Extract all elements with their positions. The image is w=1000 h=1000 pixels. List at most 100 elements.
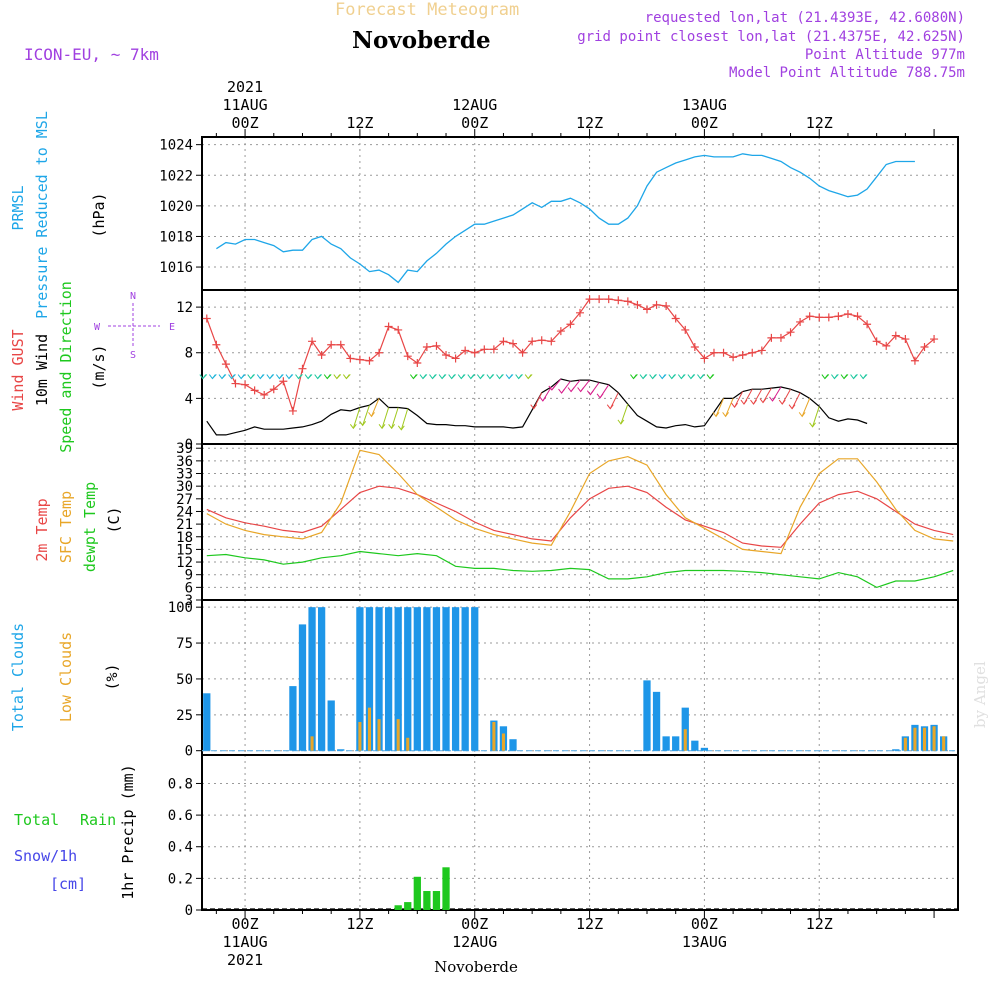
gust-point bbox=[365, 356, 374, 365]
y-tick-label: 24 bbox=[176, 504, 193, 520]
gust-point bbox=[413, 359, 422, 368]
y-tick-label: 9 bbox=[185, 568, 193, 584]
y-tick-label: 1016 bbox=[159, 260, 193, 276]
rain-bar bbox=[432, 891, 441, 910]
total-cloud-bar bbox=[356, 607, 364, 751]
total-cloud-bar bbox=[432, 607, 441, 751]
total-cloud-bar bbox=[317, 607, 326, 751]
wind-arrow-head bbox=[840, 374, 848, 380]
wind-arrow-head bbox=[558, 388, 565, 394]
gust-line bbox=[206, 298, 935, 414]
gust-point bbox=[757, 346, 766, 355]
temp-2m-line bbox=[206, 485, 954, 548]
wind-arrow-head bbox=[778, 399, 786, 405]
wind-arrow-head bbox=[530, 404, 538, 410]
gust-point bbox=[834, 312, 843, 321]
temp-label-2m: 2m Temp bbox=[33, 498, 51, 561]
gust-point bbox=[298, 364, 307, 373]
wind-arrow-head bbox=[359, 421, 367, 427]
temp-label-dewpt: dewpt Temp bbox=[81, 482, 99, 572]
time-label-bottom: 12Z bbox=[346, 915, 373, 933]
total-cloud-bar bbox=[643, 680, 651, 751]
time-label-bottom: 00Z bbox=[232, 915, 259, 933]
total-cloud-bar bbox=[461, 607, 469, 751]
time-label-bottom: 2021 bbox=[227, 951, 263, 969]
wind-label-10m: 10m Wind bbox=[33, 334, 51, 406]
time-label-top: 00Z bbox=[691, 114, 718, 132]
total-cloud-bar bbox=[404, 607, 412, 751]
wind-arrow-head bbox=[821, 374, 829, 380]
low-cloud-bar bbox=[310, 736, 314, 751]
gust-point bbox=[202, 314, 211, 323]
gust-point bbox=[260, 390, 269, 399]
gust-point bbox=[604, 295, 613, 304]
wind-arrow-head bbox=[199, 374, 207, 380]
rain-bar bbox=[423, 891, 431, 910]
wind-arrow-head bbox=[314, 374, 322, 380]
wind-arrow bbox=[381, 407, 390, 429]
wind-arrow-head bbox=[438, 374, 446, 380]
y-tick-label: 3 bbox=[185, 593, 193, 609]
gust-point bbox=[212, 340, 221, 349]
gust-point bbox=[308, 337, 317, 346]
rain-bar bbox=[394, 905, 402, 910]
low-cloud-bar bbox=[377, 719, 381, 751]
gust-point bbox=[901, 335, 910, 344]
wind-arrow-head bbox=[505, 374, 513, 380]
wind-arrow-head bbox=[349, 424, 357, 430]
gust-point bbox=[470, 348, 479, 357]
y-tick-label: 39 bbox=[176, 441, 193, 457]
wind-arrow-head bbox=[668, 374, 676, 380]
wind-arrow-head bbox=[218, 374, 226, 380]
gust-point bbox=[518, 348, 527, 357]
total-cloud-bar bbox=[691, 740, 699, 751]
gust-point bbox=[317, 351, 326, 360]
wind-arrow-head bbox=[333, 374, 341, 380]
gust-point bbox=[231, 379, 240, 388]
time-label-bottom: 13AUG bbox=[682, 933, 727, 951]
time-label-top: 2021 bbox=[227, 78, 263, 96]
gust-point bbox=[241, 380, 250, 389]
wind-arrow-head bbox=[457, 374, 465, 380]
temp-label-sfc: SFC Temp bbox=[57, 491, 75, 563]
low-cloud-bar bbox=[492, 721, 496, 751]
y-tick-label: 25 bbox=[176, 708, 193, 724]
precip-label-snow: Snow/1h bbox=[14, 847, 77, 865]
rain-bar bbox=[413, 876, 421, 910]
low-cloud-bar bbox=[922, 727, 927, 751]
y-tick-label: 30 bbox=[176, 479, 193, 495]
chart-plot-layer: 1016101810201022102404812369121518212427… bbox=[159, 78, 959, 969]
gust-point bbox=[461, 346, 470, 355]
time-label-top: 12AUG bbox=[452, 96, 497, 114]
gust-point bbox=[652, 300, 661, 309]
total-cloud-bar bbox=[327, 700, 335, 751]
gust-point bbox=[910, 356, 919, 365]
time-label-bottom: 12Z bbox=[576, 915, 603, 933]
gust-point bbox=[796, 317, 805, 326]
wind-label-speed: Speed and Direction bbox=[57, 281, 75, 453]
wind-arrow bbox=[791, 392, 801, 409]
wind-arrow bbox=[352, 407, 361, 429]
wind-arrow-head bbox=[596, 393, 604, 399]
wind-arrow-head bbox=[769, 396, 776, 402]
total-cloud-bar bbox=[298, 624, 307, 751]
gust-point bbox=[738, 351, 747, 360]
compass-w: W bbox=[94, 322, 101, 333]
precip-label-rain: Rain bbox=[80, 811, 116, 829]
gust-point bbox=[843, 309, 852, 318]
wind-arrow-head bbox=[419, 374, 427, 380]
time-label-bottom: 12Z bbox=[806, 915, 833, 933]
wind-arrow-head bbox=[304, 374, 312, 380]
wind-arrow-head bbox=[388, 424, 396, 430]
gust-point bbox=[642, 305, 651, 314]
panel-frame-precip bbox=[201, 754, 959, 911]
wind-arrow-head bbox=[285, 374, 293, 380]
y-tick-label: 75 bbox=[176, 636, 193, 652]
wind-arrow-head bbox=[496, 374, 503, 380]
gust-point bbox=[748, 348, 757, 357]
wind-arrow-head bbox=[567, 387, 575, 393]
wind-arrow-head bbox=[731, 402, 738, 409]
total-cloud-bar bbox=[289, 686, 297, 751]
gust-point bbox=[422, 343, 431, 352]
y-tick-label: 18 bbox=[176, 530, 193, 546]
